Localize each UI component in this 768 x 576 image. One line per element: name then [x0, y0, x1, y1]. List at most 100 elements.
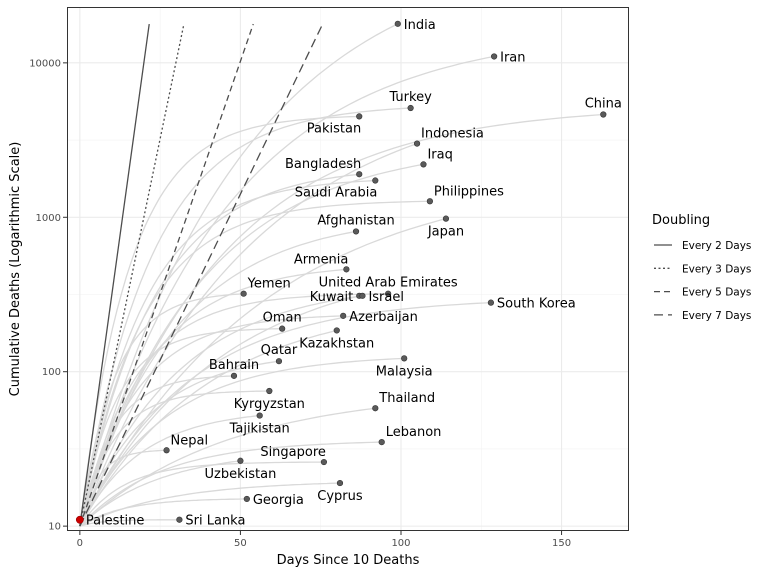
country-label-tajikistan: Tajikistan	[229, 422, 290, 437]
endpoint-kazakhstan	[333, 327, 340, 334]
y-tick-label: 10	[48, 522, 61, 533]
endpoint-philippines	[426, 198, 433, 205]
x-axis-title: Days Since 10 Deaths	[277, 553, 420, 568]
y-tick-label: 1000	[36, 213, 61, 224]
endpoint-bangladesh	[356, 171, 363, 178]
country-label-bangladesh: Bangladesh	[285, 157, 361, 172]
country-label-nepal: Nepal	[171, 433, 209, 448]
series-line-lebanon	[79, 441, 382, 527]
series-line-georgia	[79, 498, 247, 527]
endpoint-malaysia	[401, 355, 408, 362]
country-label-yemen: Yemen	[247, 277, 291, 292]
country-label-kyrgyzstan: Kyrgyzstan	[234, 397, 305, 412]
endpoint-japan	[442, 215, 450, 222]
endpoint-pakistan	[356, 113, 363, 120]
series-line-israel	[79, 295, 363, 527]
endpoints-layer	[75, 20, 607, 524]
country-label-pakistan: Pakistan	[307, 121, 361, 136]
endpoint-china	[600, 111, 607, 118]
country-label-sri-lanka: Sri Lanka	[185, 514, 245, 529]
endpoint-yemen	[240, 290, 247, 297]
x-tick-label: 0	[77, 538, 83, 549]
country-label-kuwait: Kuwait	[310, 290, 353, 305]
legend-label-every-2-days: Every 2 Days	[682, 240, 751, 252]
series-line-india	[79, 23, 399, 527]
country-label-saudi-arabia: Saudi Arabia	[295, 186, 378, 201]
series-line-malaysia	[79, 357, 405, 527]
country-label-qatar: Qatar	[261, 343, 298, 358]
country-label-kazakhstan: Kazakhstan	[299, 336, 374, 351]
endpoint-iraq	[420, 161, 427, 168]
doubling-line-every-7-days	[79, 23, 324, 527]
y-tick-label: 10000	[29, 58, 61, 69]
country-label-india: India	[404, 18, 436, 33]
series-line-united-arab-emirates	[79, 293, 389, 527]
series-line-kazakhstan	[79, 329, 337, 527]
legend-label-every-7-days: Every 7 Days	[682, 310, 751, 322]
series-line-uzbekistan	[79, 460, 241, 527]
country-label-singapore: Singapore	[260, 445, 326, 460]
endpoint-afghanistan	[352, 228, 360, 235]
country-label-turkey: Turkey	[388, 90, 432, 105]
series-line-philippines	[79, 200, 430, 527]
country-label-uzbekistan: Uzbekistan	[205, 467, 277, 482]
country-label-georgia: Georgia	[253, 493, 304, 508]
country-label-malaysia: Malaysia	[376, 364, 433, 379]
endpoint-lebanon	[378, 439, 385, 446]
country-label-palestine: Palestine	[86, 514, 145, 529]
legend-title: Doubling	[652, 213, 710, 228]
endpoint-united-arab-emirates	[385, 290, 392, 297]
endpoint-nepal	[163, 447, 170, 454]
country-labels-layer: India Iran China Turkey Pakistan Indonesia Ira…	[86, 18, 622, 529]
endpoint-indonesia	[413, 140, 421, 147]
endpoint-georgia	[243, 495, 250, 503]
country-label-afghanistan: Afghanistan	[317, 213, 394, 228]
x-tick-label: 150	[552, 538, 571, 549]
country-label-iran: Iran	[500, 50, 525, 65]
country-label-lebanon: Lebanon	[386, 425, 442, 440]
y-tick-label: 100	[42, 367, 61, 378]
doubling-line-every-5-days	[79, 23, 254, 527]
country-label-united-arab-emirates: United Arab Emirates	[319, 276, 458, 291]
x-tick-label: 50	[234, 538, 247, 549]
series-layer	[79, 23, 604, 527]
series-line-qatar	[79, 360, 280, 527]
country-label-philippines: Philippines	[434, 184, 504, 199]
series-line-bahrain	[79, 375, 235, 527]
endpoint-bahrain	[230, 372, 238, 379]
endpoint-kyrgyzstan	[266, 387, 273, 395]
y-axis-title: Cumulative Deaths (Logarithmic Scale)	[8, 142, 23, 397]
legend: Doubling Every 2 Days Every 3 Days Every 5…	[652, 213, 751, 322]
endpoint-india	[394, 20, 401, 27]
legend-entries: Every 2 Days Every 3 Days Every 5 Days Ever…	[654, 240, 751, 322]
axis-layer: 0 50 100 150 10 100 1000 10000	[29, 58, 571, 549]
endpoint-sri-lanka	[176, 516, 183, 523]
series-line-armenia	[79, 268, 347, 527]
series-line-pakistan	[79, 115, 360, 527]
country-label-china: China	[585, 97, 622, 112]
series-line-south-korea	[79, 302, 491, 527]
series-line-azerbaijan	[79, 315, 344, 527]
series-line-singapore	[79, 461, 324, 527]
country-label-cyprus: Cyprus	[317, 489, 363, 504]
endpoint-thailand	[372, 405, 379, 412]
series-line-indonesia	[79, 142, 418, 527]
series-line-thailand	[79, 407, 376, 527]
endpoint-palestine	[75, 515, 84, 524]
endpoint-south-korea	[487, 299, 495, 306]
doubling-lines-layer	[79, 23, 324, 527]
legend-label-every-5-days: Every 5 Days	[682, 287, 751, 299]
x-tick-label: 100	[391, 538, 410, 549]
doubling-line-every-2-days	[79, 23, 150, 527]
endpoint-iran	[491, 53, 498, 60]
country-label-indonesia: Indonesia	[421, 127, 484, 142]
endpoint-saudi-arabia	[372, 177, 379, 184]
endpoint-qatar	[275, 358, 283, 365]
endpoint-israel	[359, 292, 366, 299]
country-label-oman: Oman	[263, 311, 302, 326]
endpoint-singapore	[320, 458, 328, 466]
country-label-israel: Israel	[368, 290, 404, 305]
series-line-saudi-arabia	[79, 179, 376, 527]
endpoint-cyprus	[336, 479, 344, 487]
